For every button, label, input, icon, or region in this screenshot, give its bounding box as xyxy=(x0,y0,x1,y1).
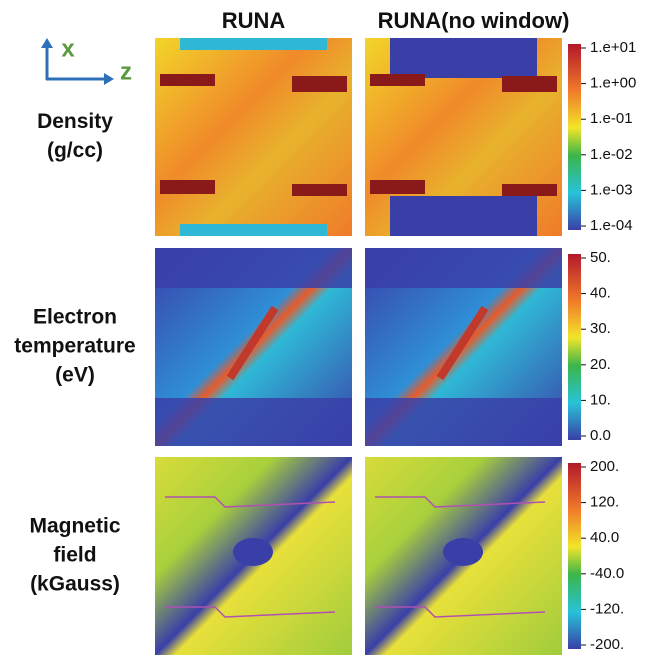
panel-bar xyxy=(370,74,425,86)
panel-band xyxy=(390,196,537,236)
colorbar-label: 1.e+00 xyxy=(590,75,636,92)
row-label: (kGauss) xyxy=(30,573,120,596)
panel-band xyxy=(180,38,327,50)
colorbar-label: 200. xyxy=(590,458,619,475)
panel-bar xyxy=(160,74,215,86)
colorbar xyxy=(568,254,581,440)
colorbar-label: 0.0 xyxy=(590,427,611,444)
colorbar-label: 1.e-03 xyxy=(590,181,633,198)
colorbar-label: 30. xyxy=(590,320,611,337)
simulation-panel xyxy=(155,38,352,236)
row-label: Density xyxy=(37,110,113,133)
row-label: field xyxy=(53,544,96,567)
colorbar-label: 120. xyxy=(590,494,619,511)
colorbar-label: -200. xyxy=(590,636,624,653)
panel-band xyxy=(180,224,327,236)
panel-bar xyxy=(292,184,347,196)
panel-blob xyxy=(233,538,273,566)
panel-bar xyxy=(502,184,557,196)
colorbar-label: 50. xyxy=(590,249,611,266)
panel-band xyxy=(390,38,537,78)
colorbar-label: 1.e+01 xyxy=(590,39,636,56)
axes-icon: x z xyxy=(41,35,132,85)
row-label: Electron xyxy=(33,306,117,329)
axis-label: x xyxy=(61,35,75,62)
colorbar-label: -120. xyxy=(590,600,624,617)
colorbar-label: 1.e-01 xyxy=(590,110,633,127)
panel-bar xyxy=(292,76,347,92)
row-label: (g/cc) xyxy=(47,139,103,162)
figure: x z RUNA RUNA(no window) 1.e+01 1.e+00 1.e-0… xyxy=(0,0,657,658)
colorbar xyxy=(568,44,581,230)
simulation-panel xyxy=(365,457,562,655)
panel-blob xyxy=(443,538,483,566)
colorbar-label: 40.0 xyxy=(590,529,619,546)
colorbar-label: 10. xyxy=(590,391,611,408)
column-title: RUNA(no window) xyxy=(378,8,570,33)
row-label: Magnetic xyxy=(29,515,120,538)
panel-band xyxy=(365,248,562,288)
colorbar-label: -40.0 xyxy=(590,565,624,582)
panel-band xyxy=(155,398,352,446)
row-label: temperature xyxy=(14,335,135,358)
panel-bar xyxy=(160,180,215,194)
axis-label: z xyxy=(120,58,132,85)
colorbar-label: 40. xyxy=(590,285,611,302)
colorbar-label: 1.e-04 xyxy=(590,217,633,234)
column-title: RUNA xyxy=(222,8,286,33)
simulation-panel xyxy=(365,38,562,236)
colorbar-label: 20. xyxy=(590,356,611,373)
colorbar-label: 1.e-02 xyxy=(590,146,633,163)
panel-bar xyxy=(370,180,425,194)
panel-image xyxy=(155,38,352,236)
panel-band xyxy=(155,248,352,288)
panel-band xyxy=(365,398,562,446)
panel-bar xyxy=(502,76,557,92)
simulation-panel xyxy=(155,457,352,655)
simulation-panel xyxy=(365,248,562,446)
simulation-panel xyxy=(155,248,352,446)
row-label: (eV) xyxy=(55,364,95,387)
colorbar xyxy=(568,463,581,649)
